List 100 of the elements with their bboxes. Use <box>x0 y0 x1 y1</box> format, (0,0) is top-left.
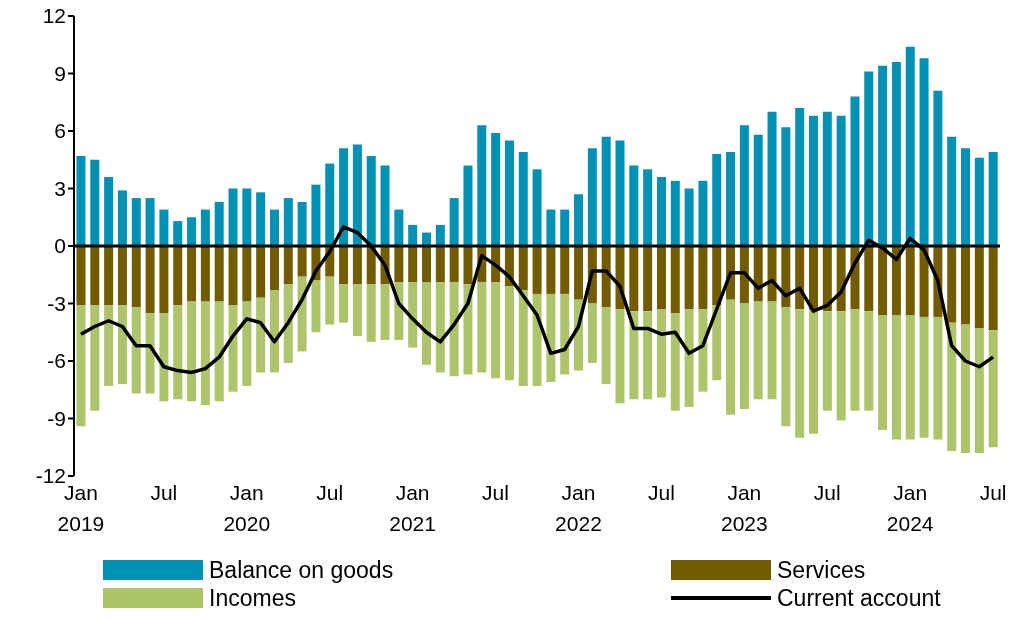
bar <box>864 246 874 312</box>
bar <box>422 246 432 283</box>
bar <box>878 65 888 246</box>
bar <box>159 313 169 402</box>
bar <box>629 165 639 246</box>
y-tick-label: 6 <box>54 119 66 143</box>
bar <box>587 148 597 246</box>
bar <box>477 282 487 373</box>
bar <box>449 198 459 246</box>
bar <box>809 246 818 310</box>
bar <box>947 136 957 246</box>
bar <box>394 209 404 246</box>
bar <box>297 201 307 246</box>
bar <box>173 246 183 306</box>
bar <box>104 305 114 386</box>
bar <box>684 188 694 246</box>
bar <box>698 180 708 246</box>
bar <box>339 148 349 246</box>
bar <box>767 111 777 246</box>
bar <box>311 280 321 333</box>
bar <box>864 71 874 246</box>
bar <box>739 303 749 409</box>
bar <box>435 282 445 373</box>
bar <box>781 307 791 427</box>
bar <box>187 217 197 246</box>
x-tick-label: Jul <box>979 481 1007 504</box>
bar <box>117 190 127 246</box>
bar <box>90 246 100 306</box>
bar <box>408 282 418 348</box>
bar <box>228 246 238 306</box>
bar <box>712 305 722 381</box>
x-tick-label: Jan 2024 <box>886 481 934 535</box>
bar <box>850 96 860 246</box>
bar <box>933 316 943 440</box>
bar <box>214 246 224 302</box>
bar <box>394 246 404 283</box>
bar <box>753 301 763 400</box>
bar <box>643 169 653 246</box>
x-tick-label: Jul <box>813 481 841 504</box>
bar <box>435 246 445 283</box>
bar <box>173 305 183 400</box>
bar <box>712 154 722 246</box>
bar <box>643 311 653 400</box>
y-tick-label: -12 <box>35 464 66 488</box>
bar <box>974 157 984 246</box>
bar <box>919 316 929 438</box>
bar <box>698 246 708 310</box>
bar <box>283 246 293 285</box>
bar <box>518 290 528 386</box>
bar <box>974 246 984 329</box>
bar <box>684 246 694 310</box>
bar <box>242 246 252 302</box>
legend-label: Incomes <box>209 584 296 612</box>
bar <box>988 330 998 448</box>
bar <box>269 290 279 373</box>
bar <box>76 155 86 246</box>
bar <box>339 284 349 323</box>
bar <box>947 246 957 323</box>
bar <box>532 246 542 294</box>
bar <box>684 309 694 407</box>
bar <box>560 293 570 375</box>
bar <box>131 307 141 394</box>
bar <box>90 159 100 246</box>
bar <box>90 305 100 411</box>
bar <box>726 299 736 415</box>
bar <box>145 198 155 246</box>
bar <box>822 246 832 312</box>
bar <box>961 148 971 246</box>
bar <box>919 58 929 246</box>
y-tick-label: 0 <box>54 234 66 258</box>
bar <box>574 246 584 300</box>
x-tick-label: Jan 2023 <box>720 481 768 535</box>
bar <box>739 125 749 246</box>
bar <box>76 246 86 306</box>
legend-label: Current account <box>777 584 941 612</box>
bar <box>256 246 266 298</box>
bar <box>601 307 611 384</box>
bar <box>131 198 141 246</box>
y-tick-label: 9 <box>54 61 66 85</box>
bar <box>242 188 252 246</box>
bar <box>988 246 998 331</box>
bar <box>961 324 971 453</box>
legend-label: Services <box>777 556 866 584</box>
bar <box>200 301 210 406</box>
y-tick-label: 12 <box>42 4 66 28</box>
bar <box>352 144 362 246</box>
bar <box>256 192 266 246</box>
bar <box>643 246 653 312</box>
bar <box>656 177 666 246</box>
bar <box>104 177 114 246</box>
y-tick-label: -9 <box>47 406 66 430</box>
bar <box>726 152 736 246</box>
x-tick-label: Jan 2021 <box>389 481 436 535</box>
bar <box>670 313 680 411</box>
bar <box>117 305 127 384</box>
bar <box>104 246 114 306</box>
bar <box>366 155 376 246</box>
bar <box>518 152 528 246</box>
bar <box>283 284 293 363</box>
legend-label: Balance on goods <box>209 556 394 584</box>
